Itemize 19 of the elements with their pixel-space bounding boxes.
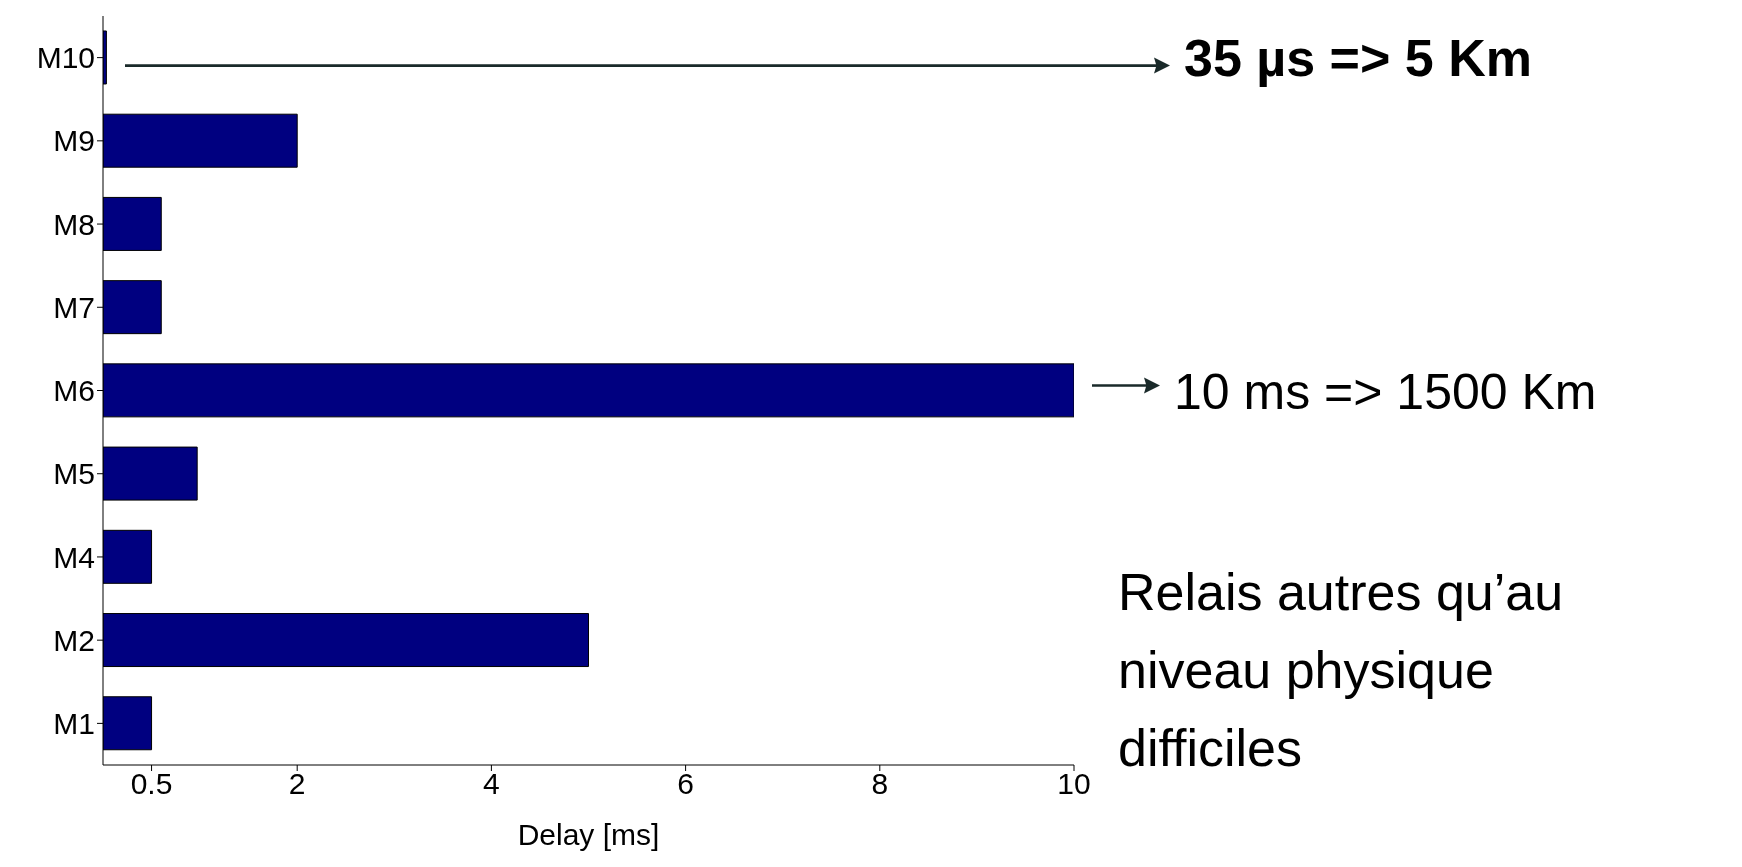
y-tick-label: M9 (53, 124, 95, 158)
y-tick-label: M6 (53, 374, 95, 408)
y-tick-label: M4 (53, 540, 95, 574)
text: 35 µs => 5 Km (1184, 28, 1532, 87)
y-tick-label: M5 (53, 457, 95, 491)
x-tick-label: 0.5 (130, 767, 173, 801)
y-tick-label: M1 (53, 707, 95, 741)
text: 10 ms => 1500 Km (1174, 363, 1597, 420)
y-tick-label: M10 (36, 41, 95, 75)
x-axis-title: Delay [ms] (517, 818, 660, 851)
x-tick-label: 8 (871, 767, 889, 801)
x-tick-label: 6 (677, 767, 694, 801)
y-tick-label: M8 (53, 207, 95, 241)
x-tick-label: 10 (1057, 767, 1091, 801)
text: Relais autres qu’au niveau physique difficiles (1118, 562, 1565, 779)
x-tick-label: 4 (483, 767, 500, 801)
x-tick-label: 2 (288, 767, 306, 801)
y-tick-label: M7 (53, 290, 95, 324)
y-tick-label: M2 (53, 623, 95, 657)
